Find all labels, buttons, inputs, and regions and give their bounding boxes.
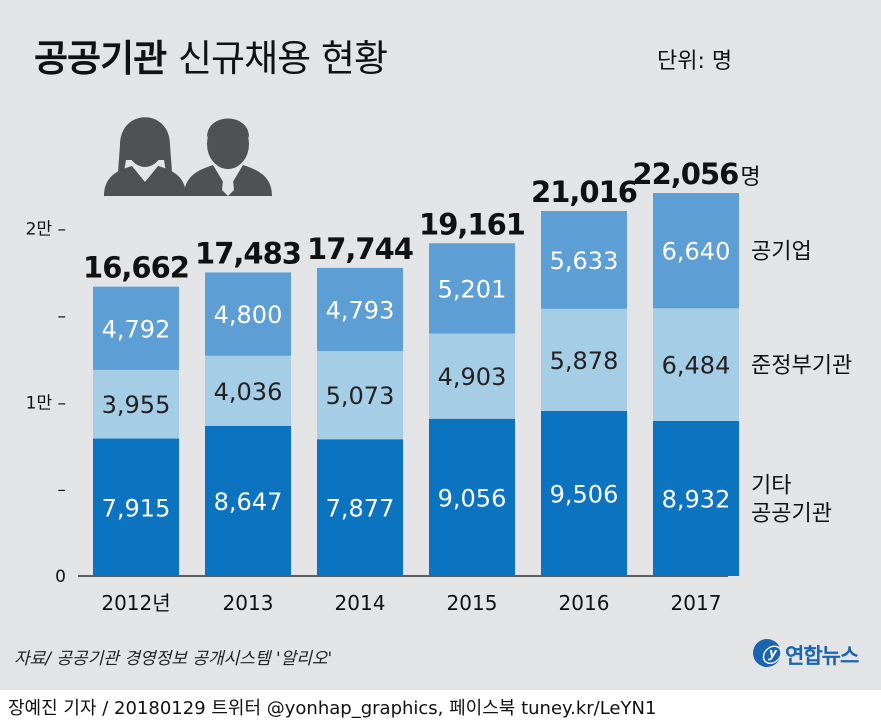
segment-value-label: 6,640 [662, 238, 731, 266]
y-tick-label: 0 [55, 567, 66, 587]
category-label: 2015 [447, 591, 498, 615]
legend-series-label: 공기업 [751, 240, 812, 265]
segment-value-label: 7,915 [102, 494, 171, 522]
segment-value-label: 4,903 [438, 363, 507, 391]
y-tick-label: 1만 – [26, 393, 66, 413]
total-label: 17,483 [195, 236, 301, 270]
total-label: 21,016 [531, 175, 637, 209]
y-tick-label: – [58, 307, 67, 327]
legend-series-label: 기타 [751, 473, 791, 498]
segment-value-label: 9,506 [550, 480, 619, 508]
segment-value-label: 4,792 [102, 315, 171, 343]
y-tick-label: – [58, 480, 67, 500]
category-label: 2016 [559, 591, 610, 615]
logo-mark-glyph: ⓨ [761, 641, 780, 668]
segment-value-label: 5,878 [550, 347, 619, 375]
legend-series-label: 준정부기관 [751, 354, 852, 379]
total-unit-suffix: 명 [740, 165, 759, 190]
segment-value-label: 4,793 [326, 297, 395, 325]
total-label: 19,161 [419, 207, 525, 241]
segment-value-label: 9,056 [438, 484, 507, 512]
logo-text: 연합뉴스 [785, 640, 858, 670]
category-label: 2017 [671, 591, 722, 615]
total-label: 16,662 [83, 251, 189, 285]
category-label: 2014 [335, 591, 386, 615]
total-label: 17,744 [307, 232, 413, 266]
credit-line: 장예진 기자 / 20180129 트위터 @yonhap_graphics, … [8, 694, 656, 720]
man-silhouette-icon [184, 119, 272, 197]
segment-value-label: 5,633 [550, 247, 619, 275]
segment-value-label: 7,877 [326, 495, 395, 523]
segment-value-label: 5,073 [326, 382, 395, 410]
segment-value-label: 8,647 [214, 488, 283, 516]
segment-value-label: 3,955 [102, 391, 171, 419]
legend-series-label: 공공기관 [751, 501, 832, 526]
stacked-bar-chart: 0 – 1만 – – 2만 – 7,915 3,955 4,792 16,662 2012년 8,… [0, 0, 881, 690]
total-label: 22,056명 [632, 157, 759, 191]
woman-silhouette-icon [104, 117, 186, 196]
segment-value-label: 4,800 [214, 301, 283, 329]
yonhap-logo-mark-icon: ⓨ [753, 639, 781, 667]
y-tick-label: 2만 – [26, 220, 66, 240]
category-label: 2013 [223, 591, 274, 615]
segment-value-label: 4,036 [214, 378, 283, 406]
segment-value-label: 5,201 [438, 275, 507, 303]
people-icon [104, 117, 272, 196]
segment-value-label: 8,932 [662, 485, 731, 513]
source-note: 자료/ 공공기관 경영정보 공개시스템 '알리오' [14, 644, 332, 669]
category-label: 2012년 [101, 591, 170, 615]
segment-value-label: 6,484 [662, 352, 731, 380]
